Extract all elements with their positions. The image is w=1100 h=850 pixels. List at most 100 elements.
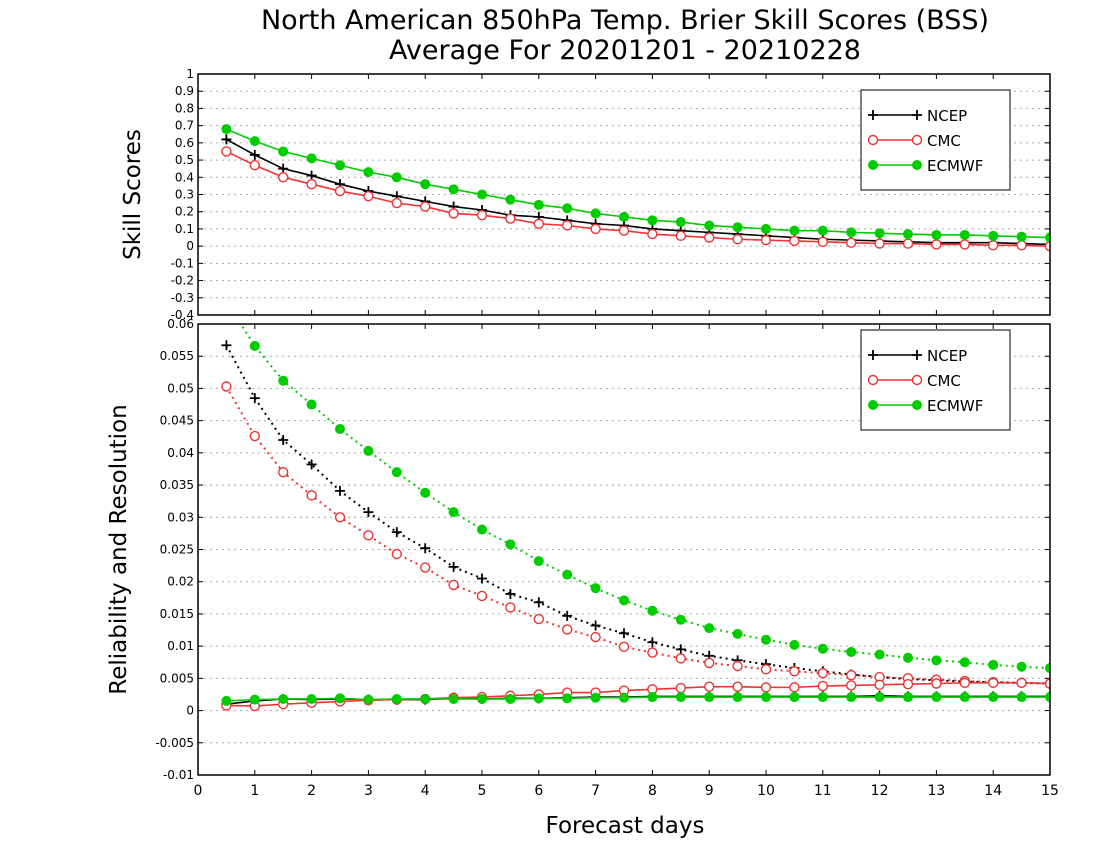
data-point [912,110,922,120]
data-point [647,647,658,658]
data-point [562,220,573,231]
data-point [868,350,878,360]
data-point [874,679,885,690]
series-line-ncep [225,344,1050,685]
data-point [363,507,374,518]
data-point [931,229,942,240]
series-line-cmc [226,682,1050,707]
data-point [1044,678,1050,689]
data-point [533,597,544,608]
data-point [789,692,800,703]
data-point [391,548,402,560]
skill-scores-panel: -0.4 -0.3 -0.2 -0.1 0 0.1 0.2 0.3 0.4 0.5 0.6 0.7 0.… [120,67,1051,322]
data-point [903,652,913,663]
y-tick-label: 0.03 [167,510,194,524]
y-tick-label: 0.8 [175,101,194,115]
data-point [278,434,289,445]
data-point [619,595,629,606]
data-point [590,208,601,219]
data-point [391,197,402,209]
data-point [761,692,771,703]
data-point [505,588,516,599]
x-tick-label: 7 [591,783,600,799]
data-point [334,512,346,523]
y-tick-label: 0.7 [175,119,194,133]
data-point [867,134,879,146]
data-point [1016,692,1027,703]
data-point [249,160,261,171]
x-tick-label: 10 [757,783,775,799]
data-point [618,225,630,236]
legend: NCEP CMC ECMWF [860,329,1011,431]
data-point [618,641,630,652]
y-tick-label: -0.005 [155,736,194,750]
data-point [448,579,459,591]
data-point [1016,661,1027,672]
data-point [448,693,459,704]
data-point [988,677,999,689]
data-point [732,222,743,233]
data-point [590,692,601,703]
x-tick-label: 6 [534,783,543,799]
data-point [912,350,922,360]
data-point [647,605,658,616]
data-point [476,209,488,221]
y-tick-label: 0.005 [160,671,194,685]
y-tick-label: -0.4 [171,308,194,322]
data-point [959,692,970,703]
data-point [562,610,573,621]
data-point [817,668,828,679]
data-point [477,573,487,584]
x-tick-label: 8 [648,783,657,799]
data-point [448,208,459,219]
data-point [476,590,488,602]
data-point [675,653,686,664]
data-point [931,655,942,666]
data-point [249,430,261,442]
x-tick-label: 3 [364,783,373,799]
data-point [874,238,885,249]
data-point [448,184,459,195]
data-point [335,693,345,704]
data-point [732,692,743,703]
data-point [988,240,999,251]
y-tick-label: 0.9 [175,84,194,98]
data-point [562,569,573,580]
data-point [221,340,232,351]
data-point [505,194,516,205]
y-tick-label: 0.035 [160,478,194,492]
legend-label: ECMWF [927,397,983,415]
data-point [868,160,878,170]
y-tick-label: 0.06 [167,317,194,331]
data-point [448,507,459,518]
data-point [732,234,743,245]
data-point [732,660,743,672]
y-tick-label: 0 [186,704,194,718]
data-point [562,203,573,214]
data-point [249,340,260,351]
data-point [902,678,914,690]
data-point [505,602,516,613]
data-point [505,693,516,704]
data-point [505,213,516,224]
y-tick-label: 0.4 [175,170,194,184]
data-point [249,149,260,160]
data-point [1016,240,1027,251]
data-point [760,664,772,675]
data-point [760,234,772,246]
x-axis-label: Forecast days [546,813,705,839]
data-point [931,239,942,250]
data-point [306,399,317,410]
x-tick-label: 12 [871,783,889,799]
x-tick-label: 11 [814,783,832,799]
data-point [789,682,800,693]
series-group [221,324,1050,712]
x-tick-label: 5 [478,783,487,799]
data-point [647,228,658,240]
data-point [704,681,715,692]
data-point [420,201,431,212]
data-point [846,669,857,681]
data-point [911,374,923,386]
data-point [931,692,942,703]
